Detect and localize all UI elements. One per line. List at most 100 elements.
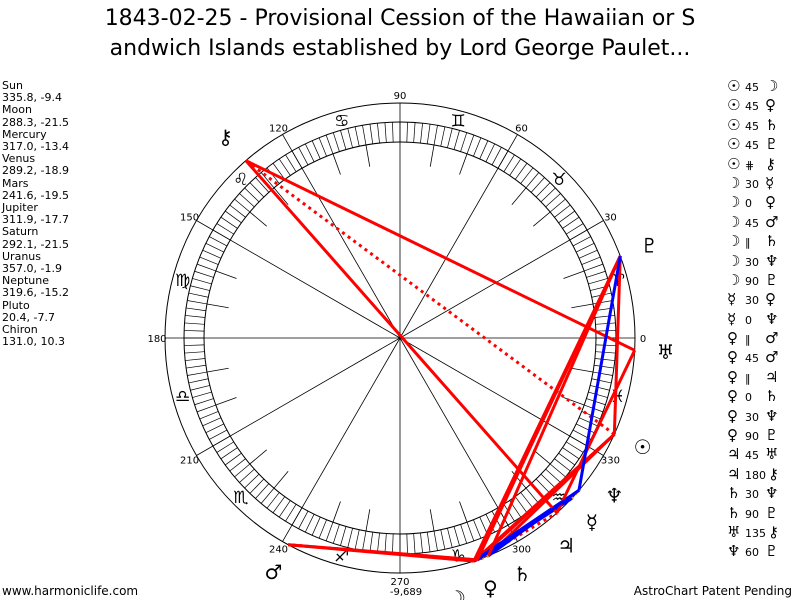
degree-tick bbox=[525, 172, 540, 189]
aspect-item[interactable]: ☉ 45 ♀ bbox=[727, 96, 779, 115]
degree-tick bbox=[234, 463, 251, 478]
aspect-type: 30 bbox=[745, 177, 759, 191]
degree-tick bbox=[545, 468, 561, 483]
aspect-item[interactable]: ☉ 45 ♇ bbox=[727, 135, 779, 154]
aspect-item[interactable]: ♄ 30 ♆ bbox=[727, 484, 779, 503]
aspect-line bbox=[244, 159, 559, 514]
ten-degree-tick bbox=[332, 153, 341, 175]
degree-tick bbox=[591, 378, 612, 384]
aspect-item[interactable]: ♀ 90 ♇ bbox=[727, 426, 779, 445]
ten-degree-tick bbox=[273, 471, 289, 489]
planet-position: 357.0, -1.9 bbox=[2, 262, 62, 276]
degree-tick bbox=[440, 126, 446, 147]
degree-tick bbox=[554, 204, 571, 218]
planet-glyph-icon: ♇ bbox=[765, 503, 779, 522]
aspect-item[interactable]: ♅ 135 ⚷ bbox=[727, 523, 779, 542]
degree-tick bbox=[433, 530, 438, 551]
aspect-item[interactable]: ☽ 0 ♀ bbox=[727, 193, 779, 212]
degree-tick bbox=[272, 163, 286, 180]
aspect-line bbox=[612, 256, 622, 435]
degree-tick bbox=[190, 385, 210, 391]
degree-tick bbox=[354, 126, 360, 147]
aspect-type: 45 bbox=[745, 216, 759, 230]
degree-tick bbox=[466, 134, 475, 154]
degree-tick bbox=[590, 385, 610, 391]
aspect-item[interactable]: ☉ 45 ☽ bbox=[727, 77, 779, 96]
degree-tick bbox=[576, 423, 595, 434]
degree-label: 120 bbox=[269, 124, 288, 135]
degree-label: 150 bbox=[180, 213, 199, 224]
degree-tick bbox=[347, 528, 353, 548]
degree-label: 270 bbox=[390, 577, 409, 588]
planet-glyph-icon: ⚷ bbox=[768, 464, 779, 483]
degree-tick bbox=[562, 216, 580, 229]
degree-label: 240 bbox=[269, 544, 288, 555]
planet-glyph-icon: ♄ bbox=[727, 503, 741, 522]
aspect-item[interactable]: ☽ 45 ♂ bbox=[727, 213, 779, 232]
sign-division-line bbox=[196, 337, 401, 456]
degree-tick bbox=[220, 447, 238, 460]
aspect-item[interactable]: ☿ 30 ♀ bbox=[727, 290, 779, 309]
degree-tick bbox=[592, 371, 613, 376]
aspect-item[interactable]: ☽ 30 ☿ bbox=[727, 174, 779, 193]
ten-degree-tick bbox=[533, 449, 551, 465]
aspect-type: 45 bbox=[745, 139, 759, 153]
planet-glyph-icon: ☽ bbox=[448, 586, 466, 600]
aspect-item[interactable]: ♀ 30 ♆ bbox=[727, 407, 779, 426]
website-link[interactable]: www.harmoniclife.com bbox=[2, 584, 139, 598]
aspect-item[interactable]: ♃ 45 ♅ bbox=[727, 445, 779, 464]
degree-tick bbox=[473, 137, 482, 157]
aspect-type: 30 bbox=[745, 410, 759, 424]
aspect-item[interactable]: ♀ 0 ♄ bbox=[727, 387, 779, 406]
degree-label: 60 bbox=[515, 124, 528, 135]
degree-tick bbox=[473, 519, 482, 539]
degree-tick bbox=[384, 533, 387, 554]
degree-tick bbox=[535, 182, 551, 198]
planet-glyph-icon: ♄ bbox=[765, 232, 779, 251]
degree-tick bbox=[187, 371, 208, 376]
planet-position: 20.4, -7.7 bbox=[2, 310, 55, 324]
aspect-line bbox=[487, 489, 580, 557]
planet-glyph-icon: ♀ bbox=[727, 367, 738, 386]
degree-tick bbox=[325, 522, 334, 542]
aspect-item[interactable]: ♀ ‖ ♃ bbox=[727, 368, 779, 387]
aspect-item[interactable]: ♀ ‖ ♂ bbox=[727, 329, 779, 348]
degree-tick bbox=[347, 128, 353, 148]
planet-glyph-icon: ♆ bbox=[765, 484, 779, 503]
ten-degree-tick bbox=[459, 153, 468, 175]
planet-glyph-icon: ♄ bbox=[765, 115, 779, 134]
sign-division-line bbox=[399, 337, 604, 456]
degree-tick bbox=[188, 378, 209, 384]
aspect-item[interactable]: ☿ 0 ♆ bbox=[727, 310, 779, 329]
degree-tick bbox=[503, 154, 515, 172]
planet-position: 317.0, -13.4 bbox=[2, 140, 69, 154]
ten-degree-tick bbox=[206, 303, 229, 309]
aspect-item[interactable]: ♀ 45 ♂ bbox=[727, 348, 779, 367]
aspect-item[interactable]: ☽ 30 ♆ bbox=[727, 252, 779, 271]
aspect-type: 45 bbox=[745, 100, 759, 114]
aspect-item[interactable]: ☉ ⋕ ⚷ bbox=[727, 155, 779, 174]
aspect-item[interactable]: ☽ ‖ ♄ bbox=[727, 232, 779, 251]
degree-tick bbox=[453, 526, 460, 546]
ten-degree-tick bbox=[533, 211, 551, 227]
aspect-item[interactable]: ♆ 60 ♇ bbox=[727, 542, 779, 561]
degree-tick bbox=[562, 447, 580, 460]
degree-tick bbox=[318, 137, 327, 157]
ten-degree-tick bbox=[206, 367, 229, 373]
degree-tick bbox=[426, 532, 431, 552]
aspect-type: ‖ bbox=[745, 371, 751, 385]
aspect-item[interactable]: ♃ 180 ⚷ bbox=[727, 465, 779, 484]
planet-glyph-icon: ♀ bbox=[727, 348, 738, 367]
bottom-value: -9,689 bbox=[390, 587, 422, 598]
sign-division-line bbox=[399, 134, 518, 339]
degree-tick bbox=[205, 423, 224, 434]
ten-degree-tick bbox=[429, 144, 435, 167]
degree-tick bbox=[304, 514, 315, 533]
aspect-item[interactable]: ☽ 90 ♇ bbox=[727, 271, 779, 290]
degree-tick bbox=[298, 147, 309, 166]
planet-glyph-icon: ♅ bbox=[727, 522, 741, 541]
aspect-item[interactable]: ☉ 45 ♄ bbox=[727, 116, 779, 135]
aspect-item[interactable]: ♄ 90 ♇ bbox=[727, 504, 779, 523]
planet-glyph-icon: ☉ bbox=[727, 154, 741, 173]
aspect-type: 30 bbox=[745, 255, 759, 269]
